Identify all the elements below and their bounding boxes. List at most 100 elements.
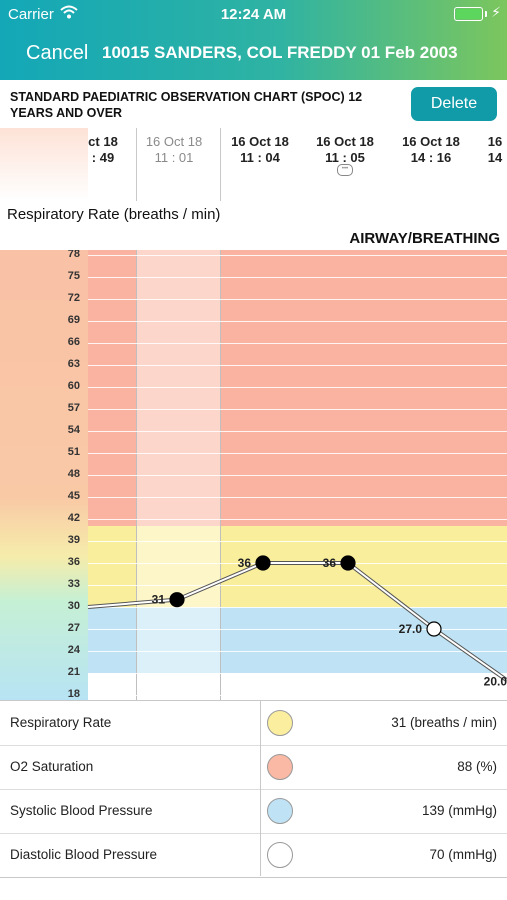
app-header: Carrier 12:24 AM ⚡ Cancel 10015 SANDERS,… — [0, 0, 507, 80]
timeline-time: 14 — [487, 150, 503, 165]
timeline-divider — [136, 128, 137, 201]
section-header: Respiratory Rate (breaths / min) AIRWAY/… — [0, 201, 507, 251]
cancel-button[interactable]: Cancel — [26, 42, 89, 64]
series-line — [87, 562, 507, 682]
data-label: 36 — [323, 556, 337, 570]
gridline — [88, 277, 507, 278]
legend-color-swatch — [267, 710, 293, 736]
data-label: 20.0 — [484, 674, 507, 688]
y-tick-label: 63 — [67, 358, 80, 370]
legend-row[interactable]: Diastolic Blood Pressure 70 (mmHg) — [0, 833, 507, 877]
gridline — [88, 519, 507, 520]
gridline — [88, 299, 507, 300]
timeline-column[interactable]: ct 18 : 49 — [60, 134, 146, 166]
timeline-header[interactable]: ct 18 : 49 16 Oct 18 11 : 01 16 Oct 18 1… — [0, 128, 507, 202]
chart-zone — [88, 250, 507, 527]
data-point — [255, 555, 271, 571]
gridline — [88, 695, 507, 696]
timeline-column[interactable]: 16 Oct 18 11 : 05 — [302, 134, 388, 166]
gridline — [88, 673, 507, 674]
respiratory-rate-chart[interactable]: 78 75 72 69 66 63 60 57 54 51 48 45 42 39 36 33 30 27 24 21… — [0, 250, 507, 700]
data-label: 36 — [238, 556, 252, 570]
legend-value: 70 (mmHg) — [429, 847, 497, 862]
charging-icon: ⚡ — [491, 4, 501, 20]
legend-value: 88 (%) — [457, 759, 497, 774]
timeline-time: 11 : 04 — [240, 150, 280, 165]
timeline-date: 16 Oct 18 — [145, 134, 203, 149]
timeline-column[interactable]: 16 Oct 18 11 : 01 — [131, 134, 217, 166]
carrier-label: Carrier — [8, 6, 54, 23]
legend-row[interactable]: Systolic Blood Pressure 139 (mmHg) — [0, 789, 507, 834]
timeline-column[interactable]: 16 Oct 18 11 : 04 — [217, 134, 303, 166]
timeline-column[interactable]: 16 Oct 18 14 : 16 — [388, 134, 474, 166]
y-tick-label: 78 — [67, 250, 80, 260]
y-tick-label: 72 — [67, 292, 80, 304]
timeline-date: 16 Oct 18 — [316, 134, 374, 149]
gridline — [88, 541, 507, 542]
data-point — [340, 555, 356, 571]
legend-row[interactable]: Respiratory Rate 31 (breaths / min) — [0, 701, 507, 746]
timeline-date: 16 Oct 18 — [231, 134, 289, 149]
wifi-icon — [60, 5, 78, 23]
legend-name: O2 Saturation — [10, 759, 94, 774]
gridline — [88, 453, 507, 454]
data-label: 31 — [152, 593, 166, 607]
y-axis-lane — [0, 250, 88, 700]
y-tick-label: 66 — [67, 336, 80, 348]
legend-value: 31 (breaths / min) — [391, 715, 497, 730]
legend-color-swatch — [267, 842, 293, 868]
y-tick-label: 57 — [67, 402, 80, 414]
y-tick-label: 18 — [67, 688, 80, 700]
gridline — [88, 607, 507, 608]
y-tick-label: 27 — [67, 622, 80, 634]
y-tick-label: 30 — [67, 600, 80, 612]
gridline — [88, 343, 507, 344]
data-label: 27.0 — [399, 622, 423, 636]
timeline-date: ct 18 — [88, 134, 118, 149]
nav-bar: Cancel 10015 SANDERS, COL FREDDY 01 Feb … — [0, 30, 507, 74]
timeline-divider — [220, 128, 221, 201]
y-tick-label: 24 — [67, 644, 80, 656]
y-tick-label: 60 — [67, 380, 80, 392]
legend-divider — [260, 700, 261, 876]
chart-title-bar: STANDARD PAEDIATRIC OBSERVATION CHART (S… — [0, 80, 507, 129]
timeline-date: 16 Oct 18 — [402, 134, 460, 149]
battery-icon — [454, 7, 487, 21]
timeline-column[interactable]: 16 14 — [452, 134, 507, 166]
y-tick-label: 33 — [67, 578, 80, 590]
gridline — [88, 387, 507, 388]
y-tick-label: 51 — [67, 446, 80, 458]
gridline — [88, 255, 507, 256]
y-tick-label: 42 — [67, 512, 80, 524]
delete-button[interactable]: Delete — [411, 87, 497, 121]
gridline — [88, 629, 507, 630]
timeline-time: : 49 — [91, 150, 115, 165]
y-tick-label: 75 — [67, 270, 80, 282]
comment-icon[interactable]: ••• — [337, 164, 353, 176]
status-bar: Carrier 12:24 AM ⚡ — [0, 0, 507, 28]
y-tick-label: 21 — [67, 666, 80, 678]
gridline — [88, 651, 507, 652]
timeline-gutter — [0, 128, 88, 201]
data-point — [169, 592, 185, 608]
y-tick-label: 48 — [67, 468, 80, 480]
gridline — [88, 431, 507, 432]
y-tick-label: 39 — [67, 534, 80, 546]
gridline — [88, 497, 507, 498]
section-title: Respiratory Rate (breaths / min) — [7, 206, 221, 223]
timeline-date: 16 — [487, 134, 503, 149]
gridline — [88, 409, 507, 410]
y-tick-label: 54 — [67, 424, 80, 436]
gridline — [88, 475, 507, 476]
legend-name: Diastolic Blood Pressure — [10, 847, 158, 862]
legend-value: 139 (mmHg) — [421, 803, 497, 818]
legend-name: Systolic Blood Pressure — [10, 803, 153, 818]
legend-row[interactable]: O2 Saturation 88 (%) — [0, 745, 507, 790]
section-group-label: AIRWAY/BREATHING — [349, 230, 500, 247]
y-tick-label: 69 — [67, 314, 80, 326]
series-line-outline — [87, 561, 507, 682]
clock: 12:24 AM — [220, 6, 287, 23]
data-point — [426, 621, 442, 637]
y-tick-label: 36 — [67, 556, 80, 568]
vitals-legend: Respiratory Rate 31 (breaths / min) O2 S… — [0, 700, 507, 878]
